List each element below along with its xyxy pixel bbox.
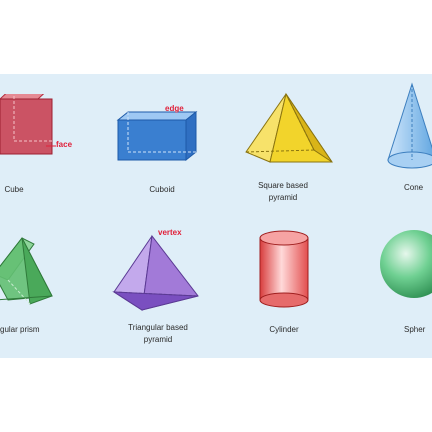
sphere-shape xyxy=(380,230,432,298)
face-pointer-line xyxy=(46,145,56,147)
cone-label: Cone xyxy=(404,183,424,192)
cone-shape xyxy=(387,82,432,169)
square-pyramid-shape xyxy=(245,92,333,163)
cube-shape xyxy=(0,94,53,155)
cube-label: Cube xyxy=(4,185,24,194)
sphere-label: Spher xyxy=(404,325,426,334)
triangular-prism-shape xyxy=(0,237,53,305)
shapes-panel: face Cube edge Cuboid Square based pyram… xyxy=(0,74,432,358)
square-pyramid-label-line2: pyramid xyxy=(268,193,298,202)
triangular-prism-label: gular prism xyxy=(0,325,40,334)
cuboid-shape xyxy=(116,110,198,162)
cylinder-label: Cylinder xyxy=(269,325,299,334)
triangular-pyramid-label-line1: Triangular based xyxy=(128,323,188,332)
cuboid-label: Cuboid xyxy=(149,185,175,194)
vertex-annotation: vertex xyxy=(158,228,182,237)
face-annotation: face xyxy=(56,140,73,149)
triangular-pyramid-shape xyxy=(112,234,199,311)
triangular-pyramid-label-line2: pyramid xyxy=(143,335,173,344)
square-pyramid-label-line1: Square based xyxy=(258,181,308,190)
edge-annotation: edge xyxy=(165,104,184,113)
cylinder-shape xyxy=(259,230,309,308)
